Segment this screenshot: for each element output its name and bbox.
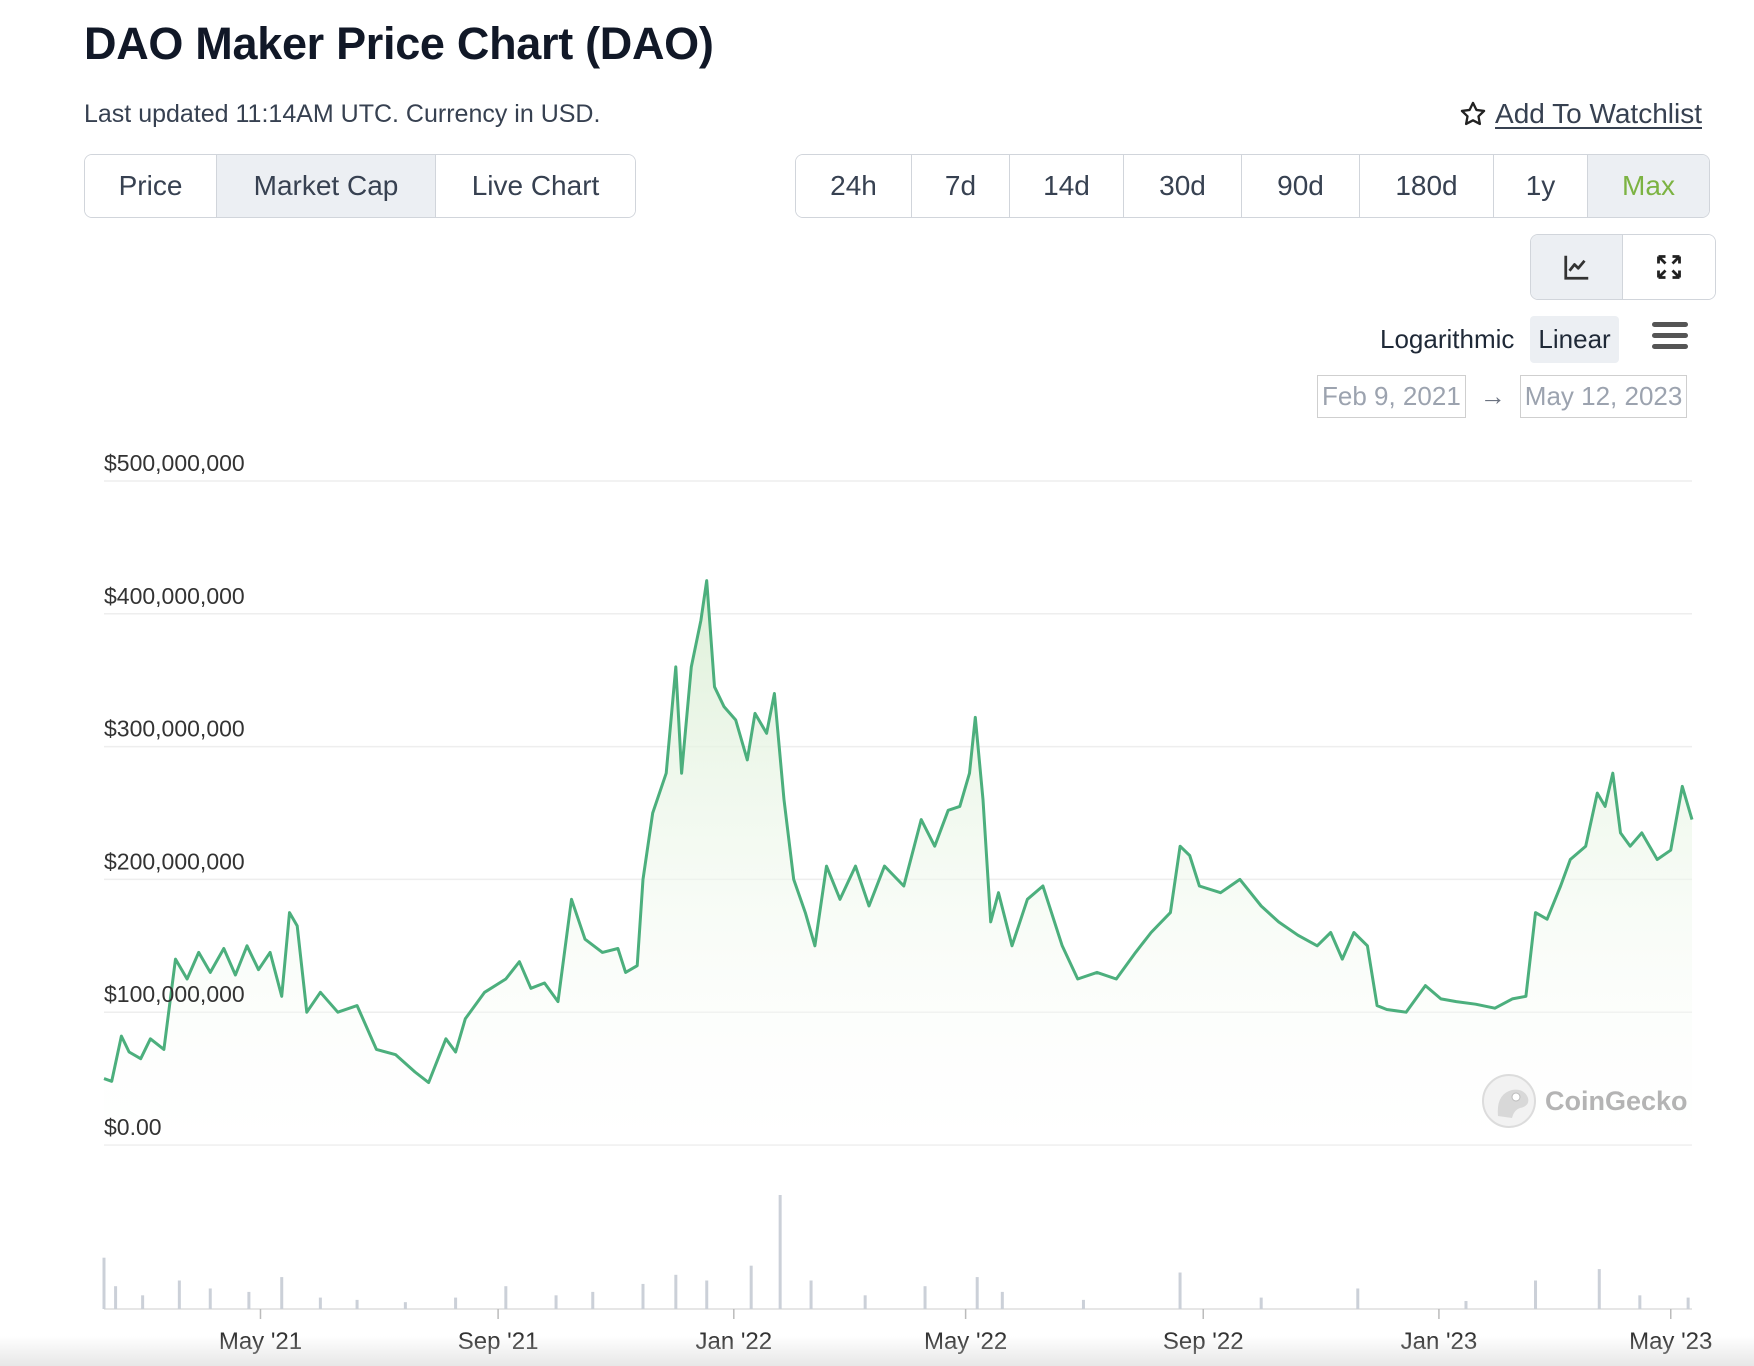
volume-bar xyxy=(778,1195,782,1309)
tab-market-cap-label: Market Cap xyxy=(253,170,399,201)
volume-bar xyxy=(403,1302,407,1309)
watchlist-label: Add To Watchlist xyxy=(1495,98,1702,129)
volume-bar xyxy=(705,1280,709,1309)
volume-bar xyxy=(749,1265,753,1309)
chart-tools xyxy=(1530,234,1716,300)
volume-bar xyxy=(504,1286,508,1309)
y-tick-label: $500,000,000 xyxy=(104,450,245,476)
range-max[interactable]: Max xyxy=(1588,155,1709,217)
volume-bar xyxy=(641,1283,645,1309)
volume-bar xyxy=(141,1295,145,1309)
volume-bar xyxy=(355,1299,359,1309)
volume-bar xyxy=(1356,1288,1360,1309)
range-7d-label: 7d xyxy=(944,170,977,201)
y-tick-label: $400,000,000 xyxy=(104,583,245,609)
line-chart-button[interactable] xyxy=(1531,235,1623,299)
volume-bar xyxy=(1638,1295,1642,1309)
tab-live-chart[interactable]: Live Chart xyxy=(436,155,635,217)
scale-linear[interactable]: Linear xyxy=(1530,316,1619,363)
watermark-text: CoinGecko xyxy=(1545,1086,1688,1116)
volume-bar xyxy=(1000,1291,1004,1309)
bottom-shadow xyxy=(0,1336,1754,1366)
tab-price-label: Price xyxy=(118,170,183,201)
volume-bar xyxy=(1597,1269,1601,1309)
add-to-watchlist-button[interactable]: Add To Watchlist xyxy=(1459,98,1702,130)
range-7d[interactable]: 7d xyxy=(912,155,1010,217)
volume-bar xyxy=(863,1295,867,1309)
volume-bar xyxy=(1081,1299,1085,1309)
volume-bar xyxy=(208,1288,212,1309)
volume-bar xyxy=(1178,1272,1182,1309)
range-max-label: Max xyxy=(1622,170,1675,201)
arrow-right-icon: → xyxy=(1479,381,1506,411)
range-30d-label: 30d xyxy=(1159,170,1206,201)
expand-icon xyxy=(1657,255,1681,279)
range-14d-label: 14d xyxy=(1043,170,1090,201)
volume-bar xyxy=(591,1291,595,1309)
date-from-input[interactable]: Feb 9, 2021 xyxy=(1317,375,1466,418)
date-range: Feb 9, 2021 → May 12, 2023 xyxy=(1317,375,1688,418)
fullscreen-button[interactable] xyxy=(1623,235,1715,299)
volume-bar xyxy=(1259,1297,1263,1309)
y-tick-label: $300,000,000 xyxy=(104,716,245,742)
line-chart-icon xyxy=(1563,255,1588,280)
y-tick-label: $0.00 xyxy=(104,1114,162,1140)
star-icon xyxy=(1460,101,1486,126)
coingecko-watermark: CoinGecko xyxy=(1482,1074,1688,1128)
volume-bar xyxy=(114,1286,118,1309)
chart-type-tabs: Price Market Cap Live Chart xyxy=(84,154,636,218)
y-tick-label: $200,000,000 xyxy=(104,848,245,874)
range-1y-label: 1y xyxy=(1525,170,1556,201)
range-90d[interactable]: 90d xyxy=(1242,155,1360,217)
y-tick-label: $100,000,000 xyxy=(104,981,245,1007)
volume-bar xyxy=(1686,1297,1690,1309)
volume-bar xyxy=(318,1297,322,1309)
tab-price[interactable]: Price xyxy=(85,155,217,217)
volume-bar xyxy=(280,1277,284,1309)
gecko-eye-icon xyxy=(1511,1092,1521,1102)
volume-bar xyxy=(975,1277,979,1309)
market-cap-line xyxy=(103,579,1694,1085)
time-range-selector: 24h 7d 14d 30d 90d 180d 1y Max xyxy=(795,154,1710,218)
tab-market-cap[interactable]: Market Cap xyxy=(217,155,436,217)
range-180d-label: 180d xyxy=(1395,170,1458,201)
last-updated-text: Last updated 11:14AM UTC. Currency in US… xyxy=(84,100,601,128)
range-90d-label: 90d xyxy=(1277,170,1324,201)
tab-live-chart-label: Live Chart xyxy=(471,170,600,201)
volume-bar xyxy=(177,1280,181,1309)
volume-bar xyxy=(247,1291,251,1309)
market-cap-area xyxy=(104,580,1692,1145)
volume-bar xyxy=(554,1295,558,1309)
volume-bar xyxy=(1464,1301,1468,1309)
page-title: DAO Maker Price Chart (DAO) xyxy=(84,18,714,69)
hamburger-menu-icon[interactable] xyxy=(1652,322,1688,352)
range-14d[interactable]: 14d xyxy=(1010,155,1124,217)
scale-logarithmic[interactable]: Logarithmic xyxy=(1380,324,1515,354)
range-24h-label: 24h xyxy=(830,170,877,201)
volume-bar xyxy=(102,1257,106,1309)
volume-bar xyxy=(1534,1280,1538,1309)
volume-bar xyxy=(674,1274,678,1309)
range-24h[interactable]: 24h xyxy=(796,155,912,217)
volume-bar xyxy=(454,1297,458,1309)
range-30d[interactable]: 30d xyxy=(1124,155,1242,217)
range-1y[interactable]: 1y xyxy=(1494,155,1588,217)
scale-toggle: Logarithmic Linear xyxy=(1372,316,1619,363)
volume-bar xyxy=(923,1286,927,1309)
gecko-head-icon xyxy=(1497,1089,1529,1118)
volume-bar xyxy=(809,1280,813,1309)
range-180d[interactable]: 180d xyxy=(1360,155,1494,217)
date-to-input[interactable]: May 12, 2023 xyxy=(1519,375,1688,418)
